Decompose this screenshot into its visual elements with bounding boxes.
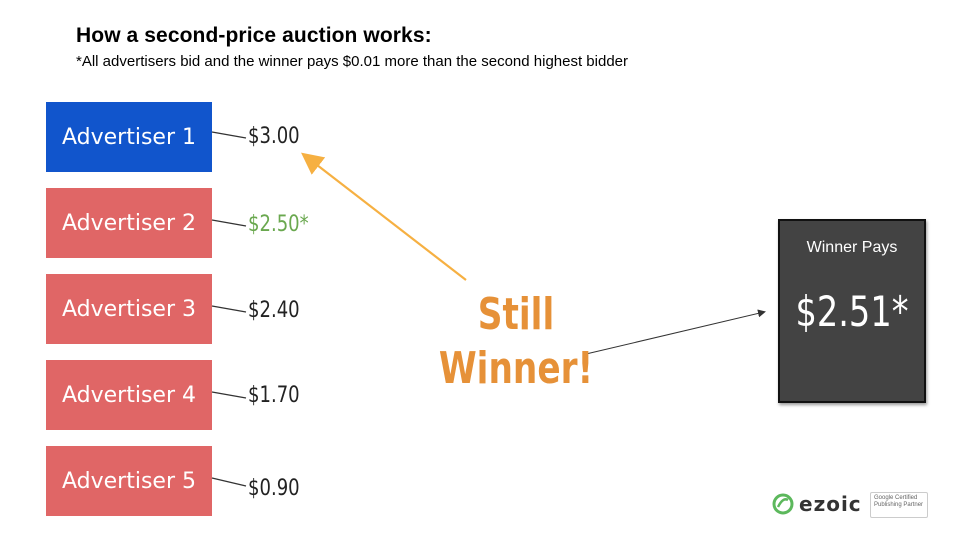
bid-advertiser-1: $3.00 <box>248 124 300 149</box>
connector-line-5 <box>211 477 247 487</box>
bid-advertiser-5: $0.90 <box>248 476 300 501</box>
bid-advertiser-2: $2.50* <box>248 212 309 237</box>
ezoic-logo: ezoic <box>772 492 862 516</box>
callout-winner: Winner! <box>438 343 594 394</box>
ezoic-leaf-icon <box>772 493 794 515</box>
advertiser-2-box: Advertiser 2 <box>46 188 212 258</box>
winner-pays-box: Winner Pays $2.51* <box>778 219 926 403</box>
black-arrow <box>585 309 766 355</box>
advertiser-4-box: Advertiser 4 <box>46 360 212 430</box>
page-subtitle: *All advertisers bid and the winner pays… <box>76 53 629 70</box>
bid-advertiser-3: $2.40 <box>248 298 300 323</box>
page-title: How a second-price auction works: <box>76 24 432 47</box>
connector-line-4 <box>211 391 247 399</box>
advertiser-5-box: Advertiser 5 <box>46 446 212 516</box>
advertiser-1-box: Advertiser 1 <box>46 102 212 172</box>
connector-line-3 <box>211 305 247 313</box>
bid-advertiser-4: $1.70 <box>248 383 300 408</box>
connector-line-2 <box>211 219 247 227</box>
ezoic-wordmark: ezoic <box>799 492 862 516</box>
google-partner-badge: Google Certified Publishing Partner <box>870 492 928 518</box>
winner-pays-label: Winner Pays <box>806 239 898 256</box>
winner-pays-amount: $2.51* <box>795 287 909 336</box>
advertiser-3-box: Advertiser 3 <box>46 274 212 344</box>
orange-arrow <box>301 152 467 281</box>
callout-still: Still <box>477 289 555 340</box>
connector-line-1 <box>211 131 247 139</box>
